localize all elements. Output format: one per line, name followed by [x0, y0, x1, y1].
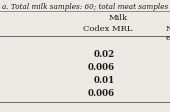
Text: 0.006: 0.006 [88, 62, 115, 71]
Text: a. Total milk samples: 60; total meat samples: a. Total milk samples: 60; total meat sa… [2, 3, 168, 11]
Text: Milk: Milk [108, 14, 128, 22]
Text: ex: ex [166, 34, 170, 42]
Text: Codex MRL: Codex MRL [83, 25, 133, 33]
Text: 0.006: 0.006 [88, 88, 115, 97]
Text: N: N [166, 25, 170, 33]
Text: 0.01: 0.01 [94, 75, 115, 84]
Text: 0.02: 0.02 [94, 50, 115, 58]
